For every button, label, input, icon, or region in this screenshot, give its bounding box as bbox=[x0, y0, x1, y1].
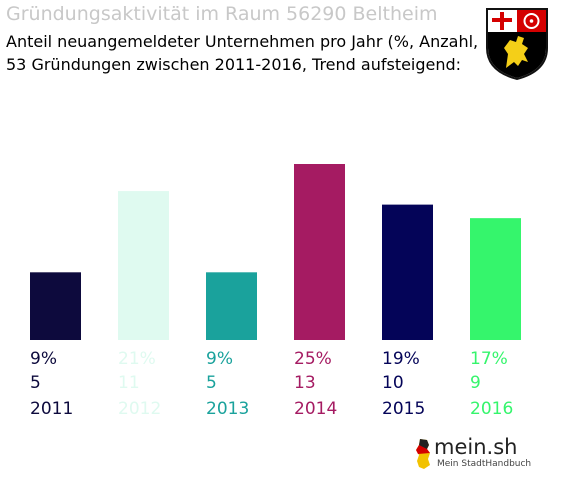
year-label-2011: 2011 bbox=[30, 399, 73, 419]
germany-map-icon bbox=[416, 439, 430, 469]
count-label-2016: 9 bbox=[470, 373, 481, 393]
year-label-2015: 2015 bbox=[382, 399, 425, 419]
coat-of-arms-icon bbox=[478, 4, 556, 82]
year-label-2013: 2013 bbox=[206, 399, 249, 419]
percent-label-2014: 25% bbox=[294, 349, 332, 369]
chart-summary: 53 Gründungen zwischen 2011-2016, Trend … bbox=[6, 55, 462, 74]
count-label-2015: 10 bbox=[382, 373, 404, 393]
logo-tagline: Mein StadtHandbuch bbox=[437, 459, 532, 469]
year-label-2012: 2012 bbox=[118, 399, 161, 419]
count-label-2013: 5 bbox=[206, 373, 217, 393]
mein-sh-logo[interactable]: mein.sh Mein StadtHandbuch bbox=[414, 435, 531, 475]
bar-2016 bbox=[470, 218, 521, 340]
bar-2013 bbox=[206, 272, 257, 340]
bar-2012 bbox=[118, 191, 169, 340]
bar-2014 bbox=[294, 164, 345, 340]
year-label-2016: 2016 bbox=[470, 399, 513, 419]
percent-label-2011: 9% bbox=[30, 349, 57, 369]
percent-label-2016: 17% bbox=[470, 349, 508, 369]
bar-2015 bbox=[382, 204, 433, 340]
percent-label-2015: 19% bbox=[382, 349, 420, 369]
percent-label-2013: 9% bbox=[206, 349, 233, 369]
logo-text: mein.sh bbox=[434, 435, 518, 459]
chart-title: Gründungsaktivität im Raum 56290 Belthei… bbox=[6, 3, 438, 25]
count-label-2012: 11 bbox=[118, 373, 140, 393]
count-label-2011: 5 bbox=[30, 373, 41, 393]
count-label-2014: 13 bbox=[294, 373, 316, 393]
percent-label-2012: 21% bbox=[118, 349, 156, 369]
bar-2011 bbox=[30, 272, 81, 340]
chart-subtitle: Anteil neuangemeldeter Unternehmen pro J… bbox=[6, 32, 521, 51]
year-label-2014: 2014 bbox=[294, 399, 337, 419]
